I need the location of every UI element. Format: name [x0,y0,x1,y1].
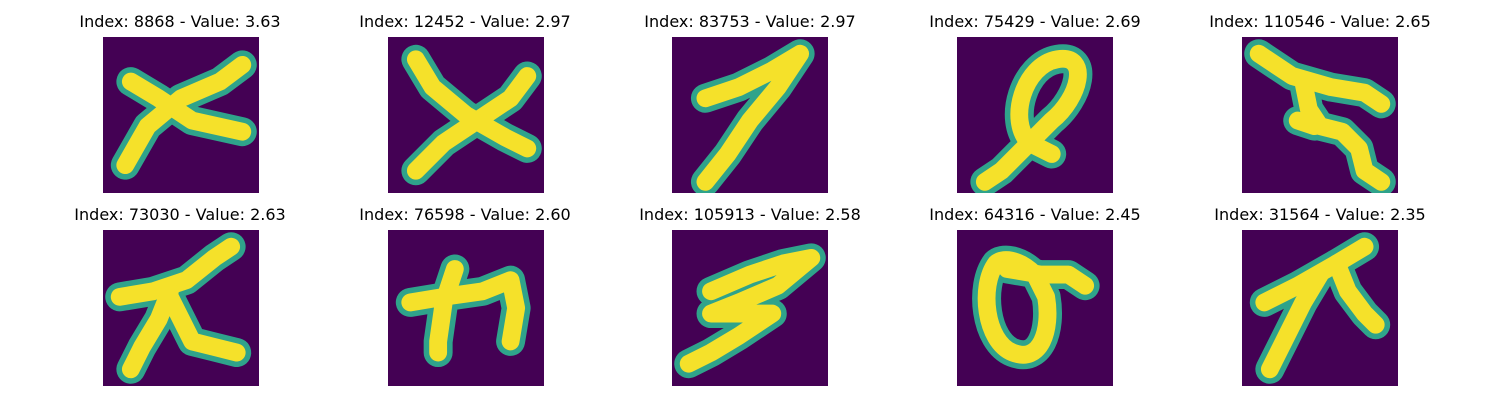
handwritten-glyph-image [388,230,544,386]
panel-title: Index: 31564 - Value: 2.35 [1214,205,1426,224]
panel-title: Index: 12452 - Value: 2.97 [359,12,571,31]
handwritten-glyph-image [1242,37,1398,193]
handwritten-glyph-image [672,37,828,193]
handwritten-glyph-image [957,37,1113,193]
handwritten-glyph-image [103,230,259,386]
panel-title: Index: 75429 - Value: 2.69 [929,12,1141,31]
panel-title: Index: 105913 - Value: 2.58 [639,205,861,224]
panel-title: Index: 64316 - Value: 2.45 [929,205,1141,224]
handwritten-glyph-image [672,230,828,386]
handwritten-glyph-image [1242,230,1398,386]
panel-title: Index: 76598 - Value: 2.60 [359,205,571,224]
handwritten-glyph-image [957,230,1113,386]
panel-title: Index: 73030 - Value: 2.63 [74,205,286,224]
panel-title: Index: 8868 - Value: 3.63 [79,12,281,31]
handwritten-glyph-image [103,37,259,193]
panel-title: Index: 110546 - Value: 2.65 [1209,12,1431,31]
panel-title: Index: 83753 - Value: 2.97 [644,12,856,31]
handwritten-glyph-image [388,37,544,193]
